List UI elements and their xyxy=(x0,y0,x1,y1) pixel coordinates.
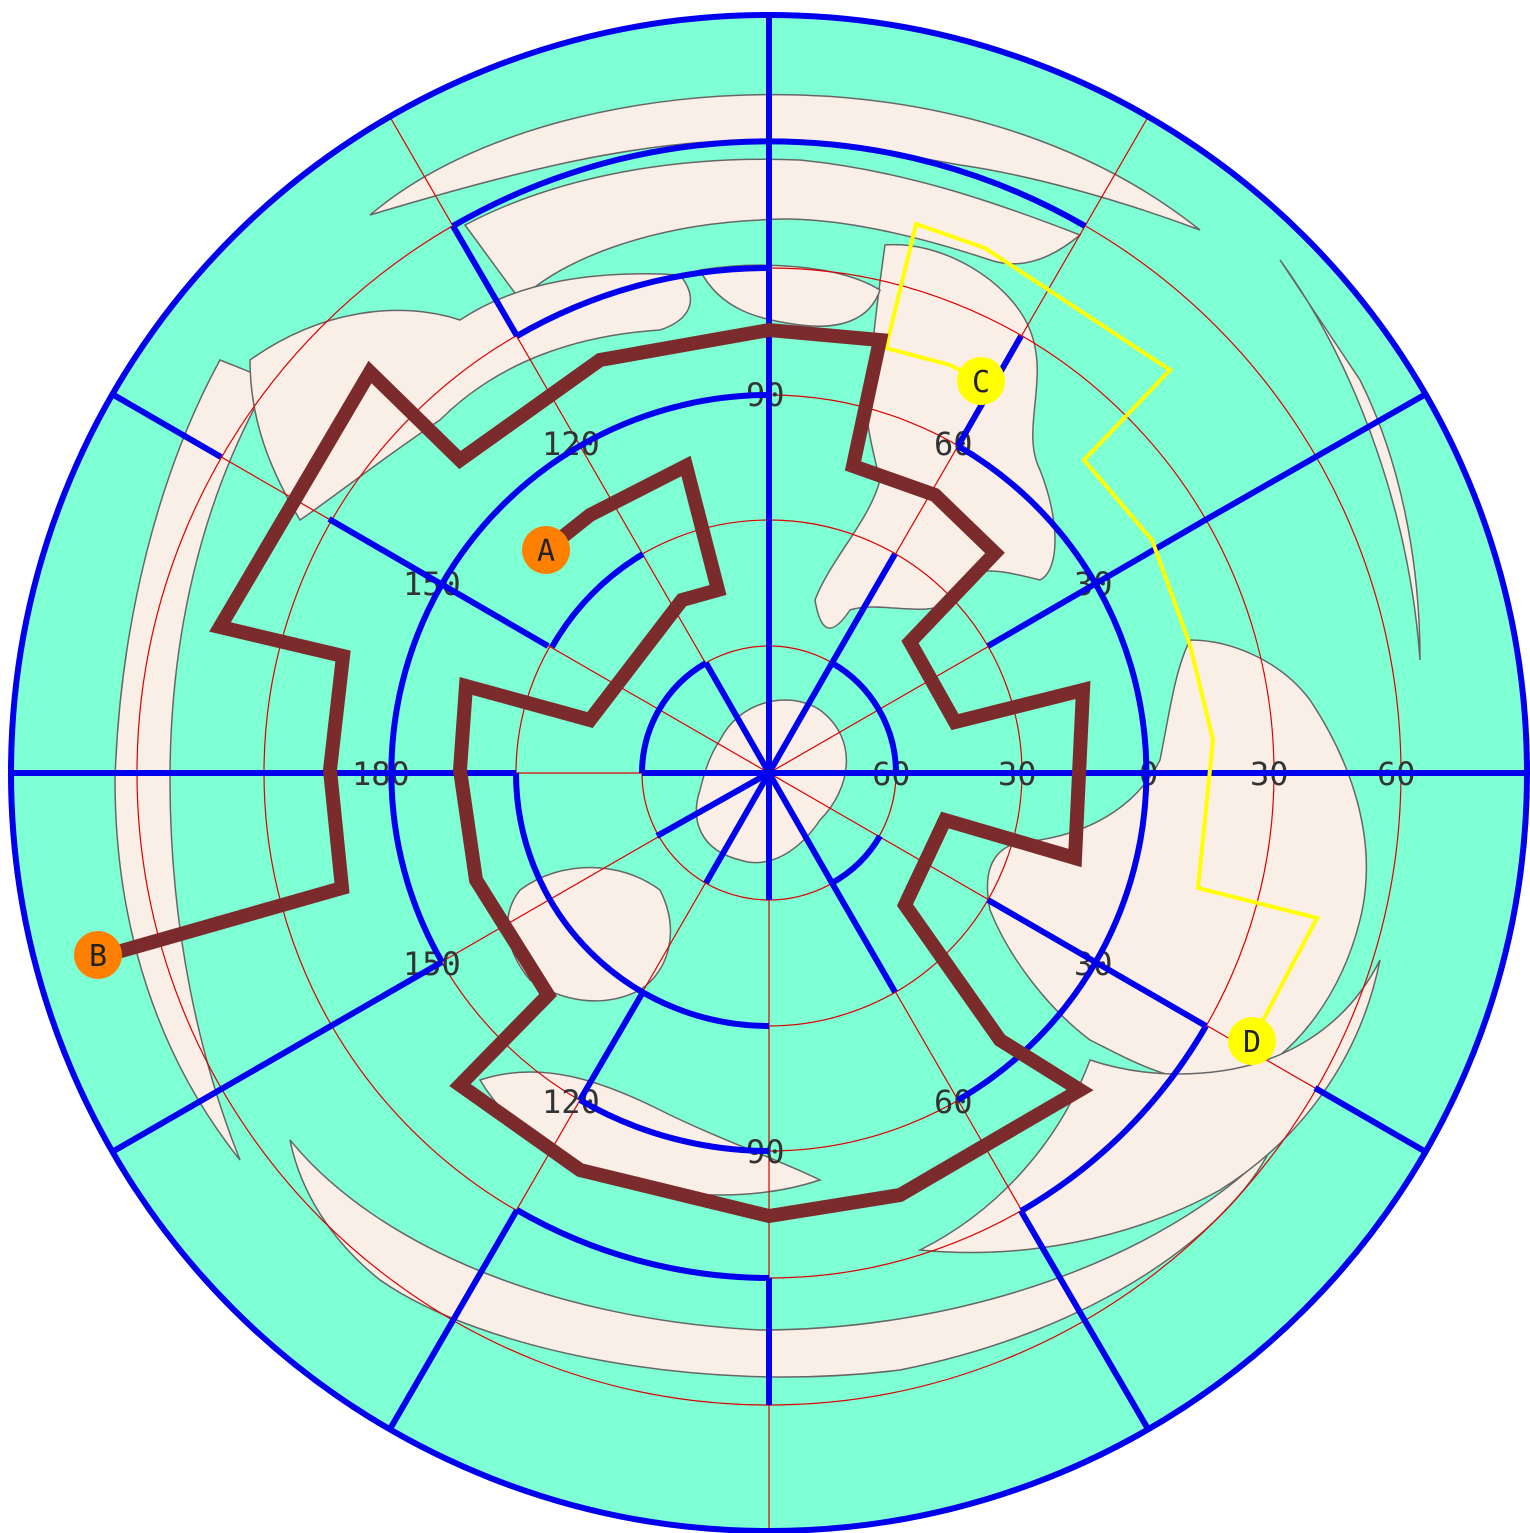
maze-spoke-5 xyxy=(703,771,772,885)
maze-spoke-13 xyxy=(986,516,1209,649)
marker-b-dot xyxy=(74,931,122,979)
solution-path xyxy=(105,322,1094,1224)
maze-wall-ring3-c xyxy=(578,1097,770,1154)
grid-label-60-lower: 60 xyxy=(934,1083,973,1121)
marker-d-dot xyxy=(1228,1017,1276,1065)
maze-wall-ring1-a xyxy=(639,660,708,774)
land-ring-upper xyxy=(463,158,1082,302)
maze-spoke-8 xyxy=(766,661,835,775)
maze-spoke-17 xyxy=(577,990,646,1102)
land-masses xyxy=(114,93,1421,1378)
maze-spoke-20 xyxy=(450,224,520,338)
land-north-america xyxy=(249,273,691,522)
marker-d-label: D xyxy=(1243,1025,1261,1060)
maze-spoke-10 xyxy=(829,552,898,665)
maze-spoke-23 xyxy=(1205,391,1428,522)
marker-c: C xyxy=(957,357,1005,405)
marker-a: A xyxy=(522,526,570,574)
land-greenland xyxy=(698,264,881,327)
maze-spoke-1 xyxy=(703,661,772,775)
grid-label-120-upper: 120 xyxy=(542,425,600,463)
marker-a-dot xyxy=(522,526,570,574)
grid-label-120-lower: 120 xyxy=(542,1083,600,1121)
maze-walls xyxy=(8,12,1530,1533)
maze-spoke-15 xyxy=(986,897,1208,1029)
land-left-arc xyxy=(114,359,272,1161)
maze-wall-ring4-a xyxy=(515,265,770,339)
maze-wall-ring4-c xyxy=(515,1207,770,1281)
maze-spoke-27 xyxy=(387,1208,520,1431)
marker-c-label: C xyxy=(972,365,990,400)
maze-spoke-16 xyxy=(829,881,898,994)
land-outer-top xyxy=(369,93,1201,231)
marker-d: D xyxy=(1228,1017,1276,1065)
maze-wall-ring4-b xyxy=(1019,1024,1209,1214)
land-right-arc xyxy=(1279,259,1421,661)
maze-wall-ring1-c xyxy=(830,834,883,886)
maze-spoke-28 xyxy=(1018,1209,1151,1431)
maze-spoke-7 xyxy=(766,771,835,885)
maze-spoke-11 xyxy=(327,516,550,649)
marker-b-label: B xyxy=(89,939,107,974)
maze-spoke-26 xyxy=(1313,1085,1428,1155)
marker-b: B xyxy=(74,931,122,979)
maze-spoke-22 xyxy=(110,391,223,460)
maze-spoke-25 xyxy=(110,959,444,1155)
maze-wall-ring1-b xyxy=(830,660,899,774)
marker-a-label: A xyxy=(537,534,555,569)
guide-path xyxy=(883,221,1320,1042)
land-africa xyxy=(986,639,1367,1083)
maze-wall-ring2-a xyxy=(549,551,645,649)
maze-wall-ring2-b xyxy=(513,772,770,1029)
maze-spoke-6 xyxy=(655,770,771,839)
marker-c-dot xyxy=(957,357,1005,405)
